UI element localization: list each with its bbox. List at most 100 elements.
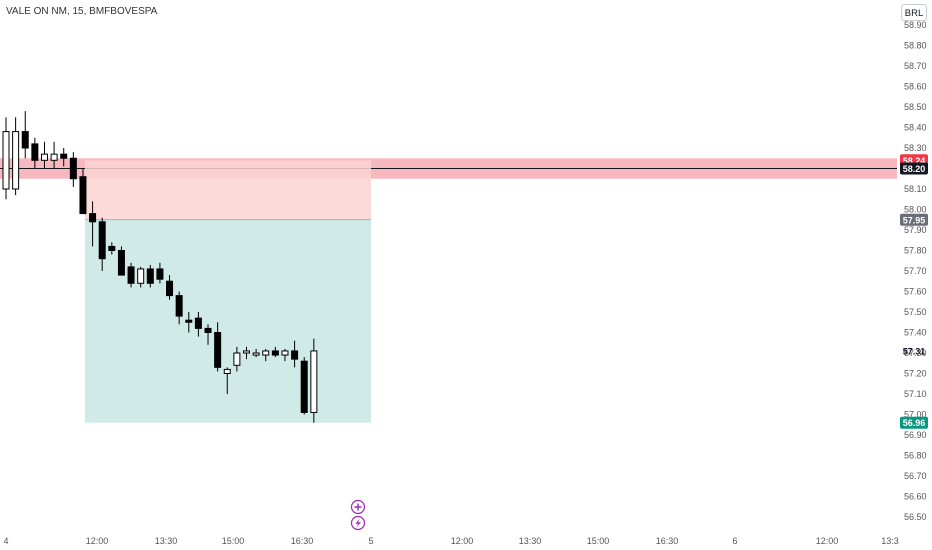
x-tick-label: 13:30 <box>519 536 542 546</box>
x-tick-label: 12:00 <box>816 536 839 546</box>
y-tick-label: 56.90 <box>904 430 927 440</box>
candles <box>2 111 318 423</box>
price-badge: 57.31 <box>903 346 926 356</box>
x-tick-label: 15:00 <box>222 536 245 546</box>
candle-body <box>89 213 97 223</box>
candle-body <box>300 360 308 413</box>
y-tick-label: 57.20 <box>904 369 927 379</box>
price-badge: 57.95 <box>900 213 928 226</box>
candle-body <box>12 131 20 190</box>
y-tick-label: 57.40 <box>904 328 927 338</box>
currency-button[interactable]: BRL <box>901 4 927 21</box>
candle-body <box>31 143 39 161</box>
candle-body <box>137 268 145 284</box>
candle <box>108 242 116 255</box>
x-tick-label: 4 <box>3 536 8 546</box>
y-tick-label: 57.50 <box>904 307 927 317</box>
candle <box>252 348 260 358</box>
stop-loss-zone <box>85 160 371 220</box>
candle <box>12 117 20 196</box>
price-badge-bg <box>900 162 928 175</box>
candle-body <box>146 268 154 284</box>
price-axis[interactable]: 58.90 58.80 58.70 58.60 58.50 58.40 58.30 58.20… <box>904 20 927 522</box>
candle-body <box>262 350 270 356</box>
y-tick-label: 57.90 <box>904 225 927 235</box>
x-tick-label: 13:3 <box>881 536 899 546</box>
candle <box>2 117 10 200</box>
candle-body <box>127 266 135 284</box>
candle <box>291 340 299 368</box>
candle <box>50 141 58 169</box>
x-tick-label: 16:30 <box>656 536 679 546</box>
candle <box>137 266 145 288</box>
y-tick-label: 58.10 <box>904 184 927 194</box>
candle <box>60 148 68 167</box>
candle-body <box>291 350 299 360</box>
x-tick-label: 16:30 <box>291 536 314 546</box>
candle-body <box>40 153 48 161</box>
price-badge: 56.96 <box>900 416 928 429</box>
y-tick-label: 58.40 <box>904 123 927 133</box>
price-badge-bg <box>900 213 928 226</box>
candle-body <box>310 350 318 413</box>
position-zones <box>85 160 371 423</box>
x-tick-label: 15:00 <box>587 536 610 546</box>
candle <box>175 291 183 325</box>
candle-body <box>194 317 202 329</box>
candle-body <box>243 350 250 354</box>
candle <box>233 346 241 372</box>
candle-body <box>175 295 183 317</box>
x-tick-label: 12:00 <box>451 536 474 546</box>
candle-body <box>21 131 29 149</box>
candle <box>31 137 39 169</box>
candle-body <box>117 250 125 276</box>
plus-circle-icon[interactable] <box>350 499 366 515</box>
y-tick-label: 56.50 <box>904 512 927 522</box>
candle <box>262 348 270 362</box>
candle <box>79 168 87 215</box>
candle <box>69 152 77 187</box>
price-badge-bg <box>900 416 928 429</box>
y-tick-label: 56.60 <box>904 492 927 502</box>
candle-body <box>281 350 289 356</box>
candle-body <box>185 319 193 323</box>
candle-body <box>271 350 279 356</box>
candle <box>117 246 125 276</box>
candle <box>166 275 174 300</box>
price-badge-label: 58.20 <box>903 164 926 174</box>
price-badge-label: 58.24 <box>903 156 926 166</box>
y-tick-label: 56.70 <box>904 471 927 481</box>
candle <box>223 367 231 394</box>
candle-body <box>50 153 58 161</box>
y-tick-label: 57.80 <box>904 246 927 256</box>
y-tick-label: 58.90 <box>904 20 927 30</box>
x-tick-label: 12:00 <box>86 536 109 546</box>
y-tick-label: 56.80 <box>904 451 927 461</box>
price-badge-label: 57.31 <box>903 346 926 356</box>
candle <box>300 357 308 415</box>
candle <box>243 346 250 360</box>
candle <box>127 262 135 288</box>
lightning-circle-icon[interactable] <box>350 515 366 531</box>
candle <box>146 264 154 288</box>
time-axis[interactable]: 4 12:00 13:30 15:00 16:30 5 12:00 13:30 15:00 16:… <box>3 536 898 546</box>
y-tick-label: 57.70 <box>904 266 927 276</box>
take-profit-zone <box>85 219 371 423</box>
y-tick-label: 58.80 <box>904 41 927 51</box>
candle-body <box>156 268 164 280</box>
candle <box>185 312 193 333</box>
y-tick-label: 58.70 <box>904 61 927 71</box>
candle <box>40 141 48 169</box>
price-badge: 58.20 <box>900 162 928 175</box>
price-badge-label: 56.96 <box>903 418 926 428</box>
candle-body <box>223 368 231 374</box>
y-tick-label: 58.00 <box>904 205 927 215</box>
candle <box>214 322 222 372</box>
y-tick-label: 57.60 <box>904 287 927 297</box>
candle <box>271 346 279 358</box>
candle-body <box>60 153 68 159</box>
symbol-title: VALE ON NM, 15, BMFBOVESPA <box>6 6 158 17</box>
candle <box>98 217 106 271</box>
